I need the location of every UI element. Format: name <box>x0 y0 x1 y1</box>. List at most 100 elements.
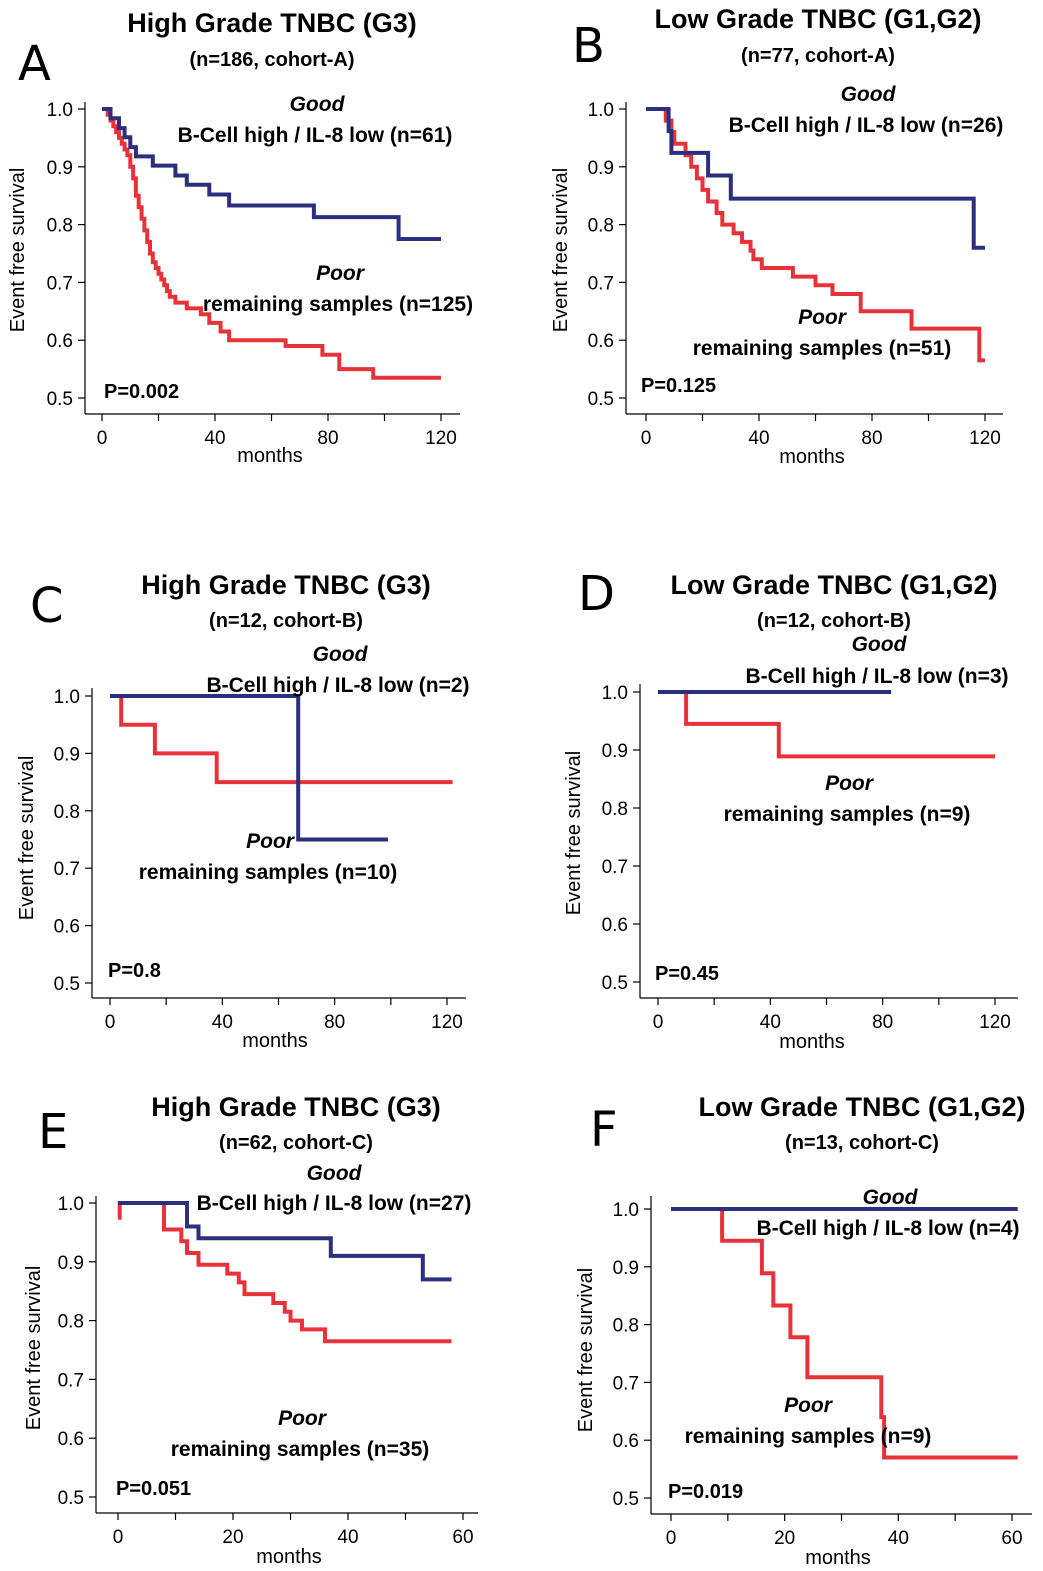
poor-series-name: remaining samples (n=9) <box>724 803 971 826</box>
good-series-name: B-Cell high / IL-8 low (n=2) <box>206 674 469 697</box>
y-tick-label: 0.5 <box>588 389 614 410</box>
x-tick-label: 0 <box>97 428 108 449</box>
poor-series-line <box>102 107 441 380</box>
y-axis-label: Event free survival <box>575 1268 597 1433</box>
x-tick-label: 0 <box>113 1527 124 1548</box>
poor-series-line <box>110 694 453 785</box>
y-tick-label: 0.6 <box>588 331 614 352</box>
chart-subtitle: (n=12, cohort-B) <box>209 610 363 632</box>
x-tick-label: 80 <box>317 428 338 449</box>
x-axis-label: months <box>237 445 303 467</box>
y-tick-label: 0.8 <box>602 799 628 820</box>
y-axis-label: Event free survival <box>23 1266 45 1431</box>
y-tick-label: 1.0 <box>613 1200 639 1221</box>
p-value: P=0.051 <box>116 1478 191 1500</box>
y-tick-label: 0.8 <box>58 1312 84 1333</box>
poor-series-name: remaining samples (n=125) <box>203 293 473 316</box>
good-series-line <box>110 694 388 842</box>
y-tick-label: 0.9 <box>54 744 80 765</box>
x-tick-label: 120 <box>431 1012 463 1033</box>
poor-series-line <box>646 107 985 363</box>
poor-series-name: remaining samples (n=10) <box>139 861 398 884</box>
panel-d: D Low Grade TNBC (G1,G2) (n=12, cohort-B) 0… <box>563 566 1018 1053</box>
x-tick-label: 40 <box>748 428 769 449</box>
y-tick-label: 0.9 <box>613 1258 639 1279</box>
x-tick-label: 120 <box>969 428 1001 449</box>
good-series-name: B-Cell high / IL-8 low (n=4) <box>756 1217 1019 1240</box>
y-tick-label: 0.6 <box>58 1429 84 1450</box>
p-value: P=0.8 <box>108 960 161 982</box>
panel-b: B Low Grade TNBC (G1,G2) (n=77, cohort-A) 0… <box>550 4 1003 468</box>
poor-group-label: Poor <box>246 830 296 853</box>
x-tick-label: 20 <box>774 1528 795 1549</box>
panel-letter: B <box>572 18 605 74</box>
good-series-line <box>102 107 441 241</box>
panel-letter: C <box>30 578 64 634</box>
good-series-line <box>118 1201 452 1282</box>
y-tick-label: 0.6 <box>602 915 628 936</box>
x-tick-label: 40 <box>888 1528 909 1549</box>
y-tick-label: 1.0 <box>588 100 614 121</box>
poor-group-label: Poor <box>825 772 875 795</box>
y-tick-label: 0.6 <box>47 331 73 352</box>
y-tick-label: 0.6 <box>54 917 80 938</box>
chart-subtitle: (n=77, cohort-A) <box>741 45 895 67</box>
y-tick-label: 0.9 <box>47 158 73 179</box>
chart-title: High Grade TNBC (G3) <box>151 1092 441 1122</box>
good-series-name: B-Cell high / IL-8 low (n=61) <box>178 124 453 147</box>
y-axis-label: Event free survival <box>16 756 38 921</box>
x-tick-label: 40 <box>212 1012 233 1033</box>
chart-title: Low Grade TNBC (G1,G2) <box>698 1092 1025 1122</box>
x-tick-label: 0 <box>105 1012 116 1033</box>
poor-group-label: Poor <box>316 262 366 285</box>
y-tick-label: 0.7 <box>613 1373 639 1394</box>
panel-letter: E <box>38 1104 68 1160</box>
p-value: P=0.019 <box>668 1481 743 1503</box>
y-tick-label: 0.8 <box>54 802 80 823</box>
y-tick-label: 0.8 <box>588 216 614 237</box>
x-tick-label: 40 <box>337 1527 358 1548</box>
x-axis-label: months <box>256 1546 322 1568</box>
x-tick-label: 60 <box>452 1527 473 1548</box>
good-group-label: Good <box>307 1162 363 1185</box>
good-group-label: Good <box>290 93 346 116</box>
y-tick-label: 0.9 <box>588 158 614 179</box>
poor-series-name: remaining samples (n=35) <box>171 1438 430 1461</box>
y-tick-label: 0.5 <box>54 974 80 995</box>
y-tick-label: 0.6 <box>613 1431 639 1452</box>
good-series-line <box>646 107 985 250</box>
chart-subtitle: (n=13, cohort-C) <box>785 1132 939 1154</box>
y-tick-label: 0.7 <box>588 273 614 294</box>
y-tick-label: 0.8 <box>613 1316 639 1337</box>
chart-subtitle: (n=12, cohort-B) <box>757 610 911 632</box>
y-tick-label: 1.0 <box>602 683 628 704</box>
x-tick-label: 20 <box>222 1527 243 1548</box>
y-tick-label: 0.5 <box>47 389 73 410</box>
good-group-label: Good <box>852 633 908 656</box>
x-tick-label: 40 <box>760 1012 781 1033</box>
y-axis-label: Event free survival <box>550 168 572 333</box>
good-series-name: B-Cell high / IL-8 low (n=26) <box>729 114 1004 137</box>
y-tick-label: 0.5 <box>613 1489 639 1510</box>
x-tick-label: 80 <box>324 1012 345 1033</box>
good-series-name: B-Cell high / IL-8 low (n=27) <box>197 1192 472 1215</box>
y-tick-label: 0.5 <box>58 1488 84 1509</box>
poor-group-label: Poor <box>784 1394 834 1417</box>
good-group-label: Good <box>313 643 369 666</box>
y-tick-label: 0.7 <box>47 273 73 294</box>
y-axis-label: Event free survival <box>7 168 29 333</box>
panel-c: C High Grade TNBC (G3) (n=12, cohort-B) 0.5… <box>16 570 470 1052</box>
good-series-name: B-Cell high / IL-8 low (n=3) <box>745 665 1008 688</box>
panel-a: A High Grade TNBC (G3) (n=186, cohort-A) 0.… <box>7 8 473 467</box>
y-tick-label: 0.7 <box>58 1370 84 1391</box>
panel-e: E High Grade TNBC (G3) (n=62, cohort-C) 0.5… <box>23 1092 478 1568</box>
chart-subtitle: (n=186, cohort-A) <box>189 49 354 71</box>
y-tick-label: 0.8 <box>47 216 73 237</box>
poor-series-name: remaining samples (n=51) <box>693 337 952 360</box>
chart-title: High Grade TNBC (G3) <box>127 8 417 38</box>
good-group-label: Good <box>841 83 897 106</box>
panel-letter: D <box>578 566 615 622</box>
chart-title: Low Grade TNBC (G1,G2) <box>654 4 981 34</box>
x-tick-label: 40 <box>204 428 225 449</box>
